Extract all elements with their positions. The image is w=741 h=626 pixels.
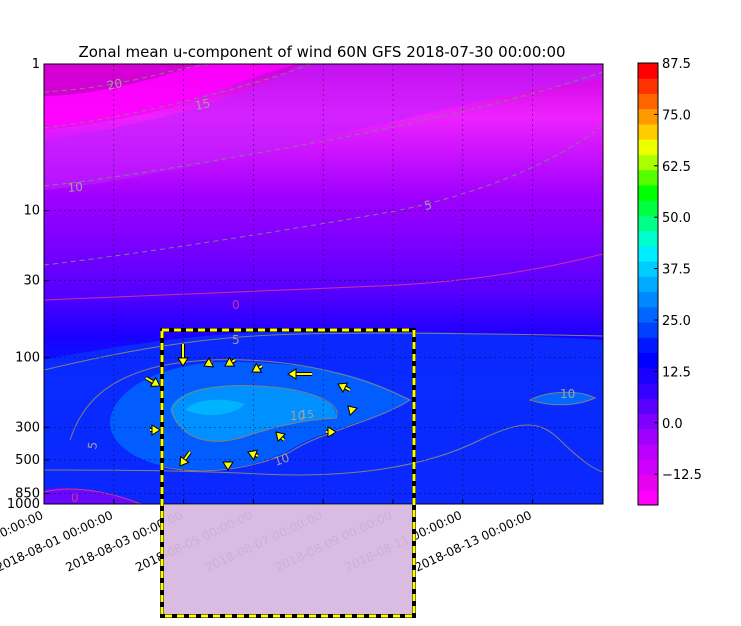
colorbar-tick-label: 87.5 bbox=[662, 57, 691, 72]
x-tick-label: 2018-08-13 00:00:00 bbox=[412, 508, 533, 575]
colorbar-tick-label: 62.5 bbox=[662, 160, 691, 175]
colorbar-tick-label: 50.0 bbox=[662, 211, 691, 226]
contour-label: 0 bbox=[232, 298, 240, 312]
colorbar-segment bbox=[638, 414, 658, 430]
colorbar-tick-label: 25.0 bbox=[662, 314, 691, 329]
colorbar-segment bbox=[638, 292, 658, 308]
colorbar: 87.5 75.0 62.5 50.0 37.5 25.0 12.5 0.0 −12.5 bbox=[638, 57, 702, 506]
contour-label: 5 bbox=[232, 333, 240, 347]
colorbar-segment bbox=[638, 231, 658, 247]
contour-label: 0 bbox=[71, 491, 79, 505]
colorbar-segment bbox=[638, 322, 658, 338]
colorbar-segment bbox=[638, 93, 658, 109]
colorbar-segment bbox=[638, 459, 658, 475]
colorbar-tick-label: −12.5 bbox=[662, 468, 702, 483]
colorbar-segment bbox=[638, 139, 658, 155]
y-tick-label: 100 bbox=[15, 350, 40, 365]
colorbar-tick-label: 75.0 bbox=[662, 108, 691, 123]
colorbar-tick-label: 12.5 bbox=[662, 365, 691, 380]
colorbar-tick-label: 0.0 bbox=[662, 417, 683, 432]
y-tick-label: 1 bbox=[32, 57, 40, 72]
colorbar-segment bbox=[638, 170, 658, 186]
colorbar-segment bbox=[638, 276, 658, 292]
colorbar-segment bbox=[638, 429, 658, 445]
contour-label: 15 bbox=[300, 408, 314, 421]
colorbar-segment bbox=[638, 398, 658, 414]
colorbar-segment bbox=[638, 383, 658, 399]
contour-label: 10 bbox=[67, 180, 83, 195]
colorbar-segment bbox=[638, 124, 658, 140]
colorbar-tick-label: 37.5 bbox=[662, 263, 691, 278]
y-tick-label: 500 bbox=[15, 453, 40, 468]
colorbar-segment bbox=[638, 353, 658, 369]
colorbar-segment bbox=[638, 63, 658, 79]
colorbar-segment bbox=[638, 185, 658, 201]
colorbar-segment bbox=[638, 490, 658, 506]
colorbar-segment bbox=[638, 475, 658, 491]
colorbar-segment bbox=[638, 444, 658, 460]
annotation-shade bbox=[162, 505, 416, 616]
colorbar-segment bbox=[638, 154, 658, 170]
colorbar-segment bbox=[638, 109, 658, 125]
colorbar-segment bbox=[638, 200, 658, 216]
y-tick-label: 30 bbox=[23, 274, 40, 289]
contour-label: 10 bbox=[560, 387, 575, 401]
colorbar-segment bbox=[638, 78, 658, 94]
y-tick-label: 10 bbox=[23, 204, 40, 219]
y-tick-label: 300 bbox=[15, 420, 40, 435]
chart-title: Zonal mean u-component of wind 60N GFS 2… bbox=[78, 43, 565, 61]
colorbar-segment bbox=[638, 246, 658, 262]
colorbar-segment bbox=[638, 368, 658, 384]
colorbar-segment bbox=[638, 337, 658, 353]
colorbar-segment bbox=[638, 215, 658, 231]
